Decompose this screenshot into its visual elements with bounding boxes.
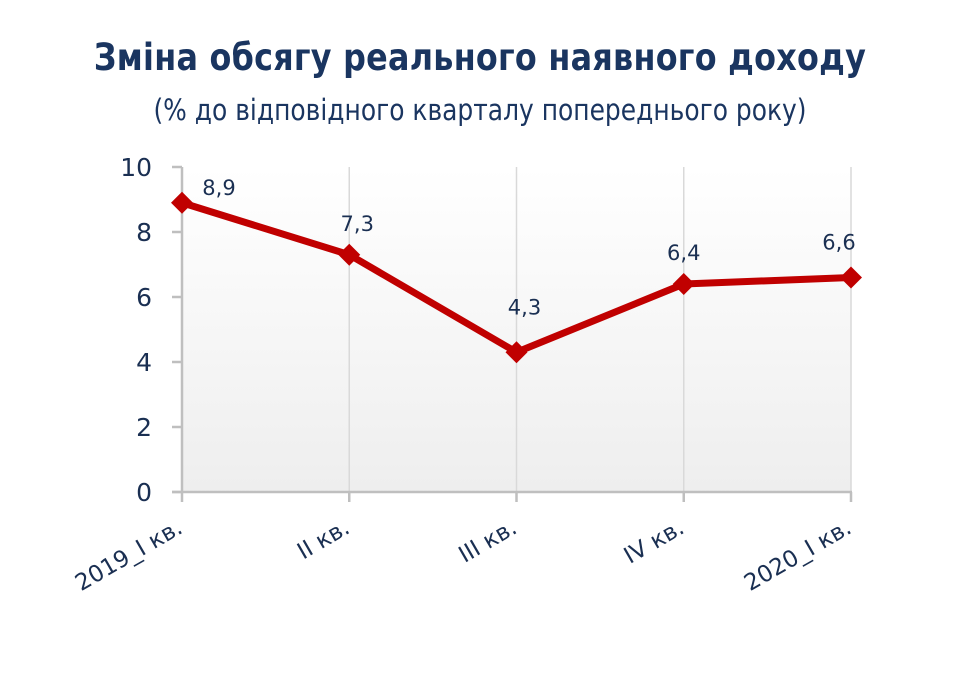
data-labels: 8,9 7,3 4,3 6,4 6,6 <box>202 176 855 320</box>
chart-subtitle: (% до відповідного кварталу попереднього… <box>153 93 807 127</box>
x-tick-label: IV кв. <box>620 515 689 570</box>
y-tick-label: 4 <box>136 348 152 377</box>
axes <box>172 167 852 494</box>
y-axis-ticks: 0 2 4 6 8 10 <box>120 153 182 507</box>
x-tick-label: 2019_I кв. <box>71 515 187 597</box>
x-tick-label: II кв. <box>293 515 354 565</box>
chart-title: Зміна обсягу реального наявного доходу <box>93 36 867 79</box>
y-tick-label: 2 <box>136 413 152 442</box>
y-tick-label: 6 <box>136 283 152 312</box>
data-series <box>171 191 862 364</box>
data-label: 8,9 <box>202 176 235 200</box>
diamond-marker-icon <box>840 266 862 289</box>
data-label: 7,3 <box>341 212 374 236</box>
data-label: 4,3 <box>508 295 541 319</box>
diamond-marker-icon <box>338 243 361 266</box>
x-axis-ticks: 2019_I кв. II кв. III кв. IV кв. 2020_I кв. <box>71 492 856 597</box>
x-tick-label: 2020_I кв. <box>740 515 856 597</box>
y-tick-label: 0 <box>136 478 152 507</box>
diamond-marker-icon <box>171 191 193 214</box>
y-tick-label: 8 <box>136 218 152 247</box>
diamond-marker-icon <box>505 341 528 364</box>
vertical-gridlines <box>348 167 852 492</box>
x-tick-label: III кв. <box>454 515 521 569</box>
diamond-marker-icon <box>672 273 695 295</box>
data-label: 6,6 <box>822 231 855 255</box>
data-label: 6,4 <box>667 241 700 265</box>
y-tick-label: 10 <box>120 153 152 182</box>
